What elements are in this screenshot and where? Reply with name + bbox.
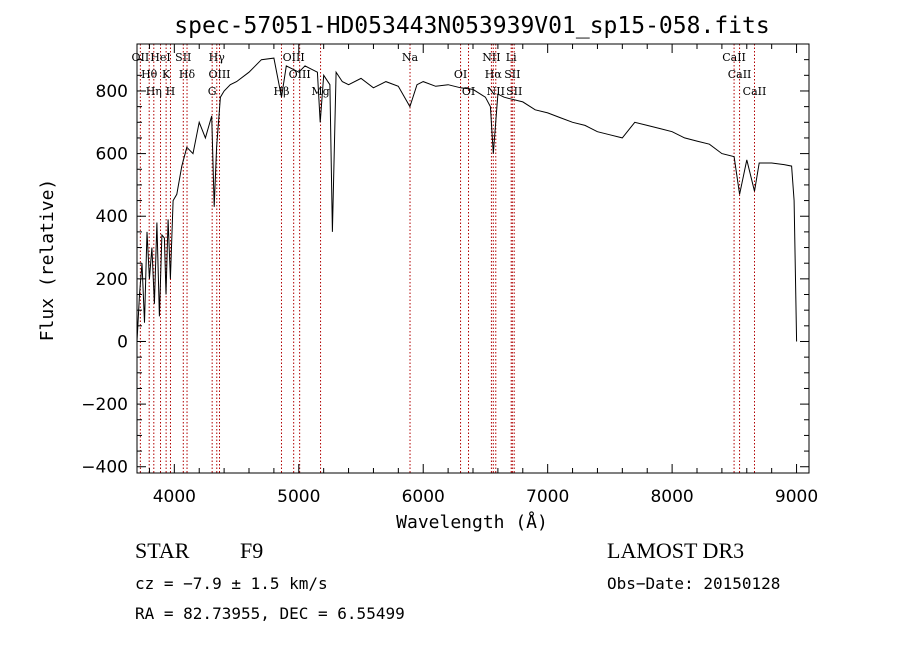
line-marker-label: CaII (743, 85, 767, 98)
y-tick-label: −400 (81, 458, 128, 478)
line-marker-label: H (166, 85, 176, 98)
plot-frame (136, 43, 810, 474)
line-marker-label: OIII (283, 51, 305, 64)
x-tick-label: 5000 (277, 487, 320, 507)
line-marker-label: NII (487, 85, 505, 98)
line-label-group: OIIHθHηHeIKHSIIHδGHγOIIIHβOIIIOIIIMgNaOI… (132, 51, 767, 98)
line-marker-label: OIII (289, 68, 311, 81)
line-marker-label: G (208, 85, 217, 98)
line-marker-label: Li (506, 51, 517, 64)
line-marker-label: Hδ (179, 68, 196, 81)
line-marker-group (139, 44, 755, 473)
line-marker-label: SII (175, 51, 191, 64)
x-tick-label: 9000 (775, 487, 818, 507)
object-subclass: F9 (240, 538, 264, 563)
x-axis: 4000 5000 6000 7000 8000 9000 (148, 44, 818, 507)
line-marker-label: OI (454, 68, 467, 81)
y-axis: −400 −200 0 200 400 600 800 (81, 59, 809, 478)
redshift-cz: cz = −7.9 ± 1.5 km/s (135, 574, 328, 593)
line-marker-label: K (162, 68, 171, 81)
survey-name: LAMOST DR3 (607, 538, 745, 563)
y-axis-label: Flux (relative) (37, 179, 58, 342)
x-tick-label: 7000 (526, 487, 569, 507)
spectrum-series-line (136, 57, 798, 342)
line-marker-label: OIII (208, 68, 230, 81)
line-marker-label: Mg (311, 85, 329, 98)
line-marker-label: Hη (146, 85, 162, 98)
line-marker-label: Hβ (274, 85, 290, 98)
x-axis-label: Wavelength (Å) (396, 511, 548, 533)
obs-date: Obs−Date: 20150128 (607, 574, 781, 593)
object-class: STAR (135, 538, 190, 563)
line-marker-label: CaII (728, 68, 752, 81)
line-marker-label: Na (402, 51, 419, 64)
line-marker-label: Hα (485, 68, 503, 81)
y-tick-label: 0 (117, 332, 128, 352)
line-marker-label: NII (482, 51, 500, 64)
line-marker-label: Hθ (141, 68, 158, 81)
line-marker-label: HeI (150, 51, 170, 64)
ra-dec: RA = 82.73955, DEC = 6.55499 (135, 604, 405, 623)
x-tick-label: 6000 (402, 487, 445, 507)
y-tick-label: 800 (96, 82, 128, 102)
y-tick-label: 200 (96, 270, 128, 290)
x-tick-label: 4000 (153, 487, 196, 507)
line-marker-label: OI (462, 85, 475, 98)
line-marker-label: SII (506, 85, 522, 98)
line-marker-label: CaII (722, 51, 746, 64)
y-tick-label: 600 (96, 145, 128, 165)
line-marker-label: SII (504, 68, 520, 81)
y-tick-label: 400 (96, 207, 128, 227)
x-tick-label: 8000 (650, 487, 693, 507)
y-tick-label: −200 (81, 395, 128, 415)
chart-title: spec-57051-HD053443N053939V01_sp15-058.f… (174, 13, 769, 39)
line-marker-label: OII (132, 51, 150, 64)
line-marker-label: Hγ (209, 51, 226, 64)
